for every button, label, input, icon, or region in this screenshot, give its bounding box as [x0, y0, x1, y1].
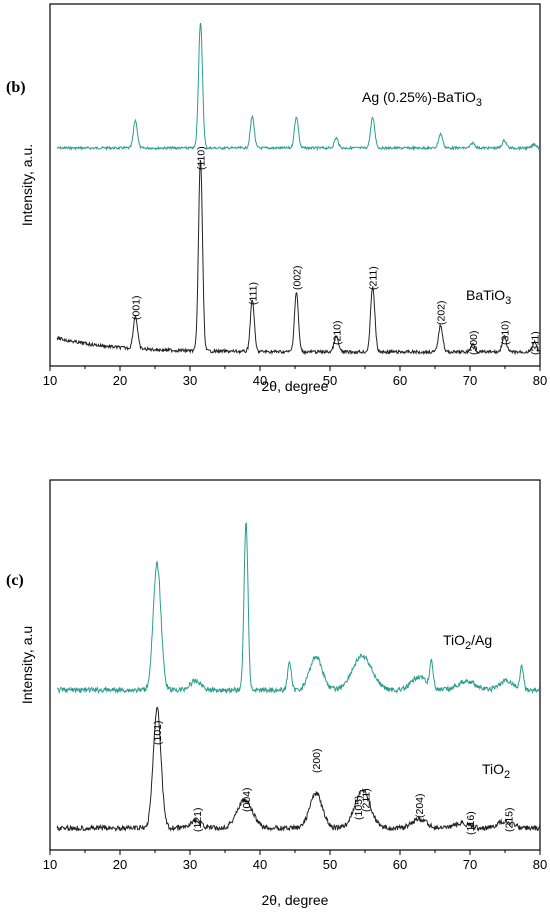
y-axis-label-c: Intensity, a.u [19, 626, 35, 704]
series-line-tio2-ag [56, 521, 541, 695]
x-tick-label: 20 [113, 857, 127, 872]
peak-annotation: (111) [247, 282, 259, 305]
x-tick-label: 50 [323, 857, 337, 872]
x-tick-label: 80 [533, 857, 547, 872]
series-line-batio3 [56, 159, 541, 356]
peak-annotation: (116) [465, 811, 477, 835]
x-tick-label: 60 [393, 857, 407, 872]
x-tick-label: 30 [183, 373, 197, 388]
peak-annotation: (121) [192, 807, 204, 832]
peak-annotation: (004) [241, 787, 253, 812]
panel-label-c: (c) [6, 572, 24, 589]
series-label-tio2-ag: TiO2/Ag [443, 632, 492, 652]
series-label-tio2: TiO2 [482, 761, 510, 781]
peak-annotation: (001) [130, 295, 142, 320]
plot-frame-c [49, 479, 541, 851]
peak-annotation: (211) [361, 788, 373, 812]
x-tick-label: 80 [533, 373, 547, 388]
x-axis-label-c: 2θ, degree [262, 892, 329, 908]
peak-annotation: (101) [152, 720, 164, 745]
x-tick-label: 70 [463, 373, 477, 388]
peak-annotation: (311) [529, 331, 541, 355]
peak-annotation: (210) [331, 320, 343, 345]
x-tick-label: 70 [463, 857, 477, 872]
x-axis-c: 10 20 30 40 50 60 70 80 [43, 850, 547, 872]
x-tick-label: 40 [253, 857, 267, 872]
series-label-batio3: BaTiO3 [466, 287, 511, 307]
peak-annotation: (204) [414, 793, 426, 818]
peak-annotation: (310) [499, 320, 511, 345]
x-tick-label: 60 [393, 373, 407, 388]
x-axis-b: 10 20 30 40 50 60 70 80 [43, 366, 547, 388]
peak-annotation: (105) [353, 795, 365, 820]
peak-annotation: (215) [504, 807, 516, 832]
peak-annotation: (110) [196, 146, 208, 170]
x-tick-label: 30 [183, 857, 197, 872]
chart-panel-b: (b) Intensity, a.u. 2θ, degree 10 20 30 40 5… [6, 3, 547, 394]
x-tick-label: 10 [43, 857, 57, 872]
y-axis-label-b: Intensity, a.u. [19, 144, 35, 226]
peak-annotations-b: (001) (110) (111) (002) (210) (211) (202) (300)… [130, 146, 541, 355]
x-tick-label: 20 [113, 373, 127, 388]
chart-panel-c: (c) Intensity, a.u 2θ, degree 10 20 30 40 50… [6, 479, 547, 908]
panel-label-b: (b) [6, 79, 26, 96]
series-line-tio2 [56, 706, 541, 832]
peak-annotation: (002) [291, 265, 303, 290]
peak-annotation: (202) [436, 300, 448, 325]
peak-annotation: (211) [368, 266, 380, 290]
x-tick-label: 50 [323, 373, 337, 388]
series-line-ag-batio3 [56, 22, 541, 152]
peak-annotation: (300) [468, 330, 480, 355]
x-tick-label: 10 [43, 373, 57, 388]
series-label-ag-batio3: Ag (0.25%)-BaTiO3 [362, 89, 482, 109]
peak-annotation: (200) [311, 748, 323, 773]
x-tick-label: 40 [253, 373, 267, 388]
x-axis-label-b: 2θ, degree [262, 378, 329, 394]
peak-annotations-c: (101) (121) (004) (200) (105)(211) (204) (116)… [152, 720, 515, 835]
